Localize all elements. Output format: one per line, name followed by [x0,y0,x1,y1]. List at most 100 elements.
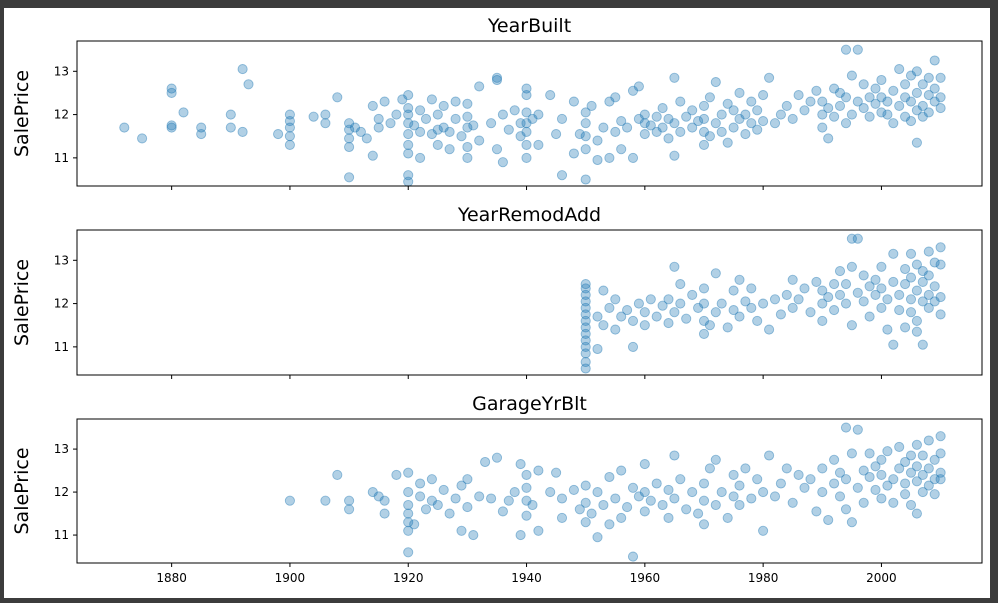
data-point [716,298,727,309]
data-point [811,506,822,517]
data-point [533,465,544,476]
data-point [344,495,355,506]
data-point [704,463,715,474]
data-point [592,532,603,543]
data-point [681,313,692,324]
data-point [645,495,656,506]
data-point [876,469,887,480]
data-point [764,450,775,461]
data-point [462,152,473,163]
data-point [166,87,177,98]
data-point [698,126,710,137]
x-tick-label: 1960 [630,571,661,585]
data-point [858,497,869,508]
data-point [491,74,503,86]
data-point [604,519,615,530]
data-point [834,266,846,277]
data-point [622,502,633,513]
data-point [651,478,662,489]
data-point [923,107,934,118]
data-point [527,113,538,124]
data-point [781,463,792,474]
data-point [344,118,355,129]
data-point [403,487,414,498]
data-point [923,289,934,300]
data-point [716,126,727,137]
data-point [521,126,532,137]
data-point [935,292,946,303]
data-point [669,72,680,83]
data-point [373,491,384,502]
data-point [858,296,869,307]
data-point [137,133,148,144]
figure: 11 12 13 YearBuilt SalePrice 11 12 13 YearRemodA… [4,8,990,598]
data-point [805,307,816,318]
data-point [533,109,544,120]
data-point [693,116,704,127]
data-point [332,92,343,103]
data-point [764,324,775,335]
data-point [882,109,893,120]
data-point [633,491,644,502]
data-point [911,87,922,98]
data-point [119,122,130,133]
data-point [592,343,603,355]
data-point [491,72,503,83]
data-point [923,480,934,491]
data-point [675,298,686,309]
data-point [675,279,686,290]
data-point [917,276,928,287]
data-point [610,493,621,504]
data-point [888,497,899,508]
data-point [610,126,621,137]
data-point [580,335,591,346]
data-point [344,133,355,144]
data-point [698,283,710,294]
data-point [426,94,437,105]
data-point [864,111,875,122]
data-point [834,467,846,478]
data-point [829,305,840,316]
data-point [491,144,503,155]
data-point [627,85,639,96]
data-point [426,129,437,140]
data-point [409,519,420,530]
points-group [580,233,946,374]
data-point [905,450,917,461]
data-point [805,96,816,107]
data-point [870,484,881,495]
data-point [586,100,597,111]
data-point [633,298,644,309]
data-point [580,315,591,326]
data-point [598,320,609,331]
data-point [438,484,449,495]
data-point [840,279,852,290]
data-point [900,79,911,90]
data-point [823,292,834,303]
data-point [917,266,928,277]
data-point [284,122,295,133]
data-point [799,105,810,116]
data-point [373,122,384,133]
data-point [693,302,704,313]
data-point [882,324,893,335]
chart-title: YearRemodAdd [457,204,601,226]
data-point [799,283,810,294]
data-point [639,459,650,470]
data-point [799,482,810,493]
data-point [876,261,887,272]
data-point [870,289,881,300]
data-point [497,157,508,168]
data-point [669,261,680,272]
data-point [391,469,402,480]
data-point [639,118,650,129]
data-point [752,124,763,135]
data-point [663,294,674,305]
data-point [503,124,514,135]
data-point [633,81,644,92]
data-point [846,233,857,244]
data-point [580,131,591,142]
data-point [888,85,899,96]
axes-frame [76,418,983,564]
data-point [834,289,846,300]
